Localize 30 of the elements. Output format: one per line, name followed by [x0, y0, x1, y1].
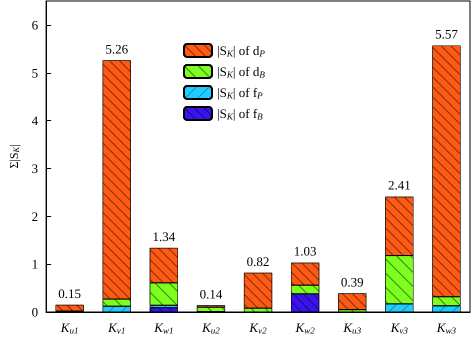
legend-label: |SK| of dP [217, 43, 266, 58]
total-label: 0.14 [200, 286, 223, 302]
total-label: 1.34 [152, 228, 176, 244]
total-label: 5.26 [105, 41, 129, 56]
y-tick-label: 6 [32, 17, 39, 32]
legend-label: |SK| of fP [217, 85, 264, 100]
y-tick-label: 0 [32, 304, 38, 320]
total-label: 0.15 [58, 286, 82, 301]
y-axis-title: Σ|SK| [7, 144, 22, 169]
y-tick-label: 4 [32, 113, 39, 128]
total-label: 2.41 [388, 178, 411, 193]
legend-label: |SK| of fB [217, 106, 264, 122]
y-tick-label: 2 [32, 208, 38, 224]
y-tick-label: 1 [32, 256, 38, 272]
x-tick-label: Kw2 [294, 320, 316, 336]
y-tick-label: 5 [32, 65, 38, 80]
x-tick-label: Kw3 [436, 320, 457, 336]
total-label: 0.39 [340, 274, 364, 290]
x-tick-label: Kw1 [153, 320, 174, 336]
total-label: 0.82 [246, 254, 270, 269]
x-tick-label: Kv2 [248, 320, 268, 336]
x-tick-label: Ku3 [342, 320, 362, 336]
x-tick-label: Kv3 [390, 320, 408, 336]
total-label: 5.57 [435, 26, 458, 42]
legend-label: |SK| of dB [217, 64, 266, 80]
y-tick-label: 3 [32, 160, 38, 176]
x-tick-label: Kv1 [107, 320, 126, 336]
total-label: 1.03 [294, 244, 317, 259]
x-tick-label: Ku2 [201, 320, 220, 336]
x-tick-label: Ku1 [60, 320, 79, 336]
